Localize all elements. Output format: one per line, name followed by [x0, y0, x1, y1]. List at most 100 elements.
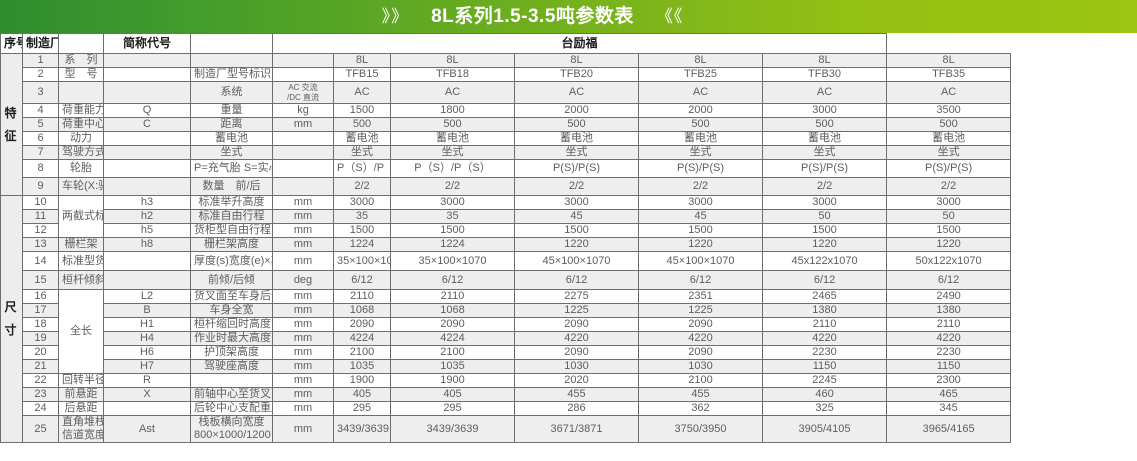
row-description: 护顶架高度	[190, 345, 273, 360]
chevron-left-icon: 《《	[655, 7, 684, 26]
cell-tfb25: 4220	[638, 331, 763, 346]
cell-tfb25: 3750/3950	[638, 415, 763, 443]
cell-tfb18: 坐式	[390, 145, 515, 160]
title-banner: 》》 8L系列1.5-3.5吨参数表 《《	[0, 0, 1137, 33]
row-number: 18	[22, 317, 59, 332]
cell-tfb25: 2000	[638, 103, 763, 118]
row-unit	[272, 131, 334, 146]
header-seq: 序号	[0, 33, 23, 54]
cell-tfb35: 1500	[886, 223, 1012, 238]
cell-tfb20: 3671/3871	[514, 415, 639, 443]
row-symbol: L2	[103, 289, 191, 304]
cell-tfb30: 蓄电池	[761, 131, 888, 146]
cell-tfb30: 6/12	[761, 270, 888, 290]
row-number: 14	[22, 251, 59, 271]
row-unit	[272, 145, 334, 160]
row-number: 10	[22, 195, 59, 210]
row-symbol	[103, 131, 191, 146]
row-number: 3	[22, 81, 59, 104]
row-number: 24	[22, 401, 59, 416]
cell-tfb30: 2465	[761, 289, 888, 304]
cell-tfb30: P(S)/P(S)	[761, 159, 888, 178]
row-description: 前轴中心至货叉面	[190, 387, 273, 402]
cell-tfb18: AC	[390, 81, 515, 104]
cell-tfb35: 3500	[886, 103, 1012, 118]
row-unit: mm	[272, 303, 334, 318]
cell-tfb20: 2020	[514, 373, 639, 388]
cell-tfb15: 1068	[333, 303, 391, 318]
cell-tfb30: 460	[761, 387, 888, 402]
row-symbol: Ast	[103, 415, 191, 443]
row-number: 21	[22, 359, 59, 374]
row-unit: mm	[272, 331, 334, 346]
table-row: 12 h5 货柜型自由行程 mm 1500 1500 1500 1500 1500 1500	[1, 223, 1137, 238]
row-number: 25	[22, 415, 59, 443]
cell-tfb25: 2/2	[638, 177, 763, 196]
row-description: 货柜型自由行程	[190, 223, 273, 238]
cell-tfb15: AC	[333, 81, 391, 104]
row-unit: deg	[272, 270, 334, 290]
cell-tfb35: 345	[886, 401, 1012, 416]
cell-tfb20: 1500	[514, 223, 639, 238]
row-symbol: h2	[103, 209, 191, 224]
cell-tfb18: 1035	[390, 359, 515, 374]
table-row: 4 荷重能力 Q 重量 kg 1500 1800 2000 2000 3000 3500	[1, 103, 1137, 118]
cell-tfb20: 蓄电池	[514, 131, 639, 146]
cell-tfb30: 4220	[761, 331, 888, 346]
chevron-right-icon: 》》	[381, 7, 410, 26]
cell-tfb35: 8L	[886, 53, 1012, 68]
cell-tfb30: AC	[761, 81, 888, 104]
header-symbol	[58, 33, 104, 54]
row-description: 前倾/后倾	[190, 270, 273, 290]
cell-tfb20: 6/12	[514, 270, 639, 290]
banner-content: 》》 8L系列1.5-3.5吨参数表 《《	[382, 7, 684, 26]
row-unit	[272, 177, 334, 196]
cell-tfb30: 1220	[761, 237, 888, 252]
row-description: 数量 前/后	[190, 177, 273, 196]
cell-tfb35: 2110	[886, 317, 1012, 332]
cell-tfb35: 蓄电池	[886, 131, 1012, 146]
cell-tfb15: 坐式	[333, 145, 391, 160]
row-maker-label: 桓杆倾斜角度	[58, 270, 104, 290]
cell-tfb25: 1225	[638, 303, 763, 318]
row-number: 6	[22, 131, 59, 146]
cell-tfb15: P（S）/P（S）	[333, 159, 391, 178]
cell-tfb25: 6/12	[638, 270, 763, 290]
cell-tfb18: 1500	[390, 223, 515, 238]
cell-tfb15: 3000	[333, 195, 391, 210]
row-symbol: h5	[103, 223, 191, 238]
cell-tfb15: 4224	[333, 331, 391, 346]
row-maker-label: 全长	[58, 289, 104, 374]
row-description: 后轮中心支配重尾部	[190, 401, 273, 416]
cell-tfb30: 3000	[761, 103, 888, 118]
cell-tfb18: 3439/3639	[390, 415, 515, 443]
row-maker-label: 两截式标准型桓杆	[58, 195, 104, 238]
row-symbol: H4	[103, 331, 191, 346]
row-description	[190, 373, 273, 388]
row-number: 15	[22, 270, 59, 290]
cell-tfb30: 500	[761, 117, 888, 132]
row-number: 12	[22, 223, 59, 238]
row-number: 7	[22, 145, 59, 160]
row-symbol: H6	[103, 345, 191, 360]
cell-tfb18: 3000	[390, 195, 515, 210]
row-symbol	[103, 270, 191, 290]
cell-tfb25: 455	[638, 387, 763, 402]
cell-tfb35: 1150	[886, 359, 1012, 374]
cell-tfb20: 4220	[514, 331, 639, 346]
cell-tfb25: TFB25	[638, 67, 763, 82]
cell-tfb30: 50	[761, 209, 888, 224]
cell-tfb18: TFB18	[390, 67, 515, 82]
cell-tfb30: 1500	[761, 223, 888, 238]
row-maker-label: 系 列	[58, 53, 104, 68]
cell-tfb25: 1030	[638, 359, 763, 374]
table-row: 11 h2 标准自由行程 mm 35 35 45 45 50 50	[1, 209, 1137, 224]
row-symbol	[103, 145, 191, 160]
row-maker-label: 驾驶方式	[58, 145, 104, 160]
table-row: 尺寸10两截式标准型桓杆h3标准举升高度mm300030003000300030…	[0, 195, 1137, 443]
row-maker-label: 直角堆栈 信道宽度	[58, 415, 104, 443]
